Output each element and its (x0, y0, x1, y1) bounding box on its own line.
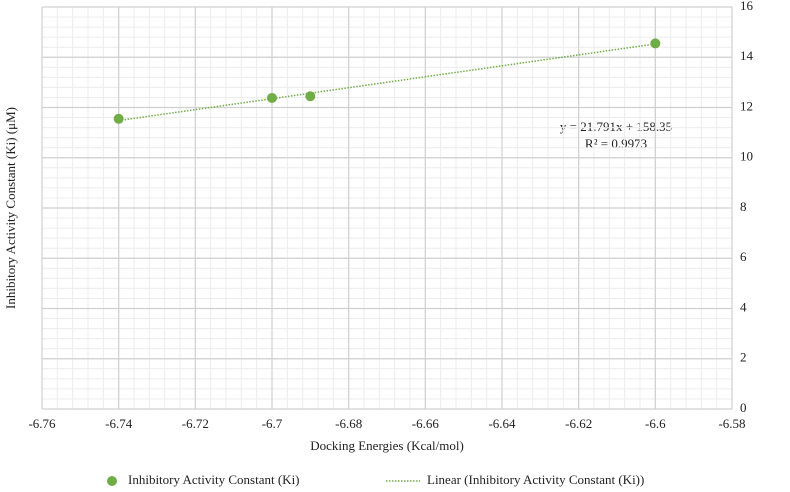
x-tick-label: -6.62 (565, 416, 592, 431)
y-tick-label: 8 (740, 199, 747, 214)
y-tick-label: 0 (740, 400, 747, 415)
point (650, 38, 661, 49)
x-tick-label: -6.72 (182, 416, 209, 431)
legend-marker (107, 476, 117, 486)
trendline (118, 43, 656, 122)
x-tick-label: -6.64 (488, 416, 516, 431)
x-tick-label: -6.66 (412, 416, 440, 431)
x-tick-label: -6.7 (262, 416, 283, 431)
y-tick-label: 2 (740, 350, 747, 365)
x-tick-label: -6.6 (645, 416, 666, 431)
trendline-equation: y = 21.791x + 158.35 (560, 119, 672, 134)
x-tick-label: -6.76 (28, 416, 56, 431)
x-axis-label: Docking Energies (Kcal/mol) (310, 438, 464, 453)
x-tick-label: -6.68 (335, 416, 362, 431)
point (267, 92, 277, 103)
y-tick-label: 4 (740, 299, 747, 314)
legend-label: Linear (Inhibitory Activity Constant (Ki… (427, 472, 644, 487)
y-tick-label: 14 (740, 48, 754, 63)
x-tick-label: -6.74 (105, 416, 133, 431)
y-tick-label: 6 (740, 249, 747, 264)
y-axis-label: Inhibitory Activity Constant (Ki) (μM) (3, 107, 18, 309)
point (113, 113, 124, 124)
y-tick-label: 10 (740, 149, 753, 164)
x-tick-label: -6.58 (718, 416, 745, 431)
point (305, 91, 316, 102)
legend-label: Inhibitory Activity Constant (Ki) (128, 472, 300, 487)
y-tick-label: 16 (740, 0, 754, 13)
y-tick-label: 12 (740, 98, 753, 113)
